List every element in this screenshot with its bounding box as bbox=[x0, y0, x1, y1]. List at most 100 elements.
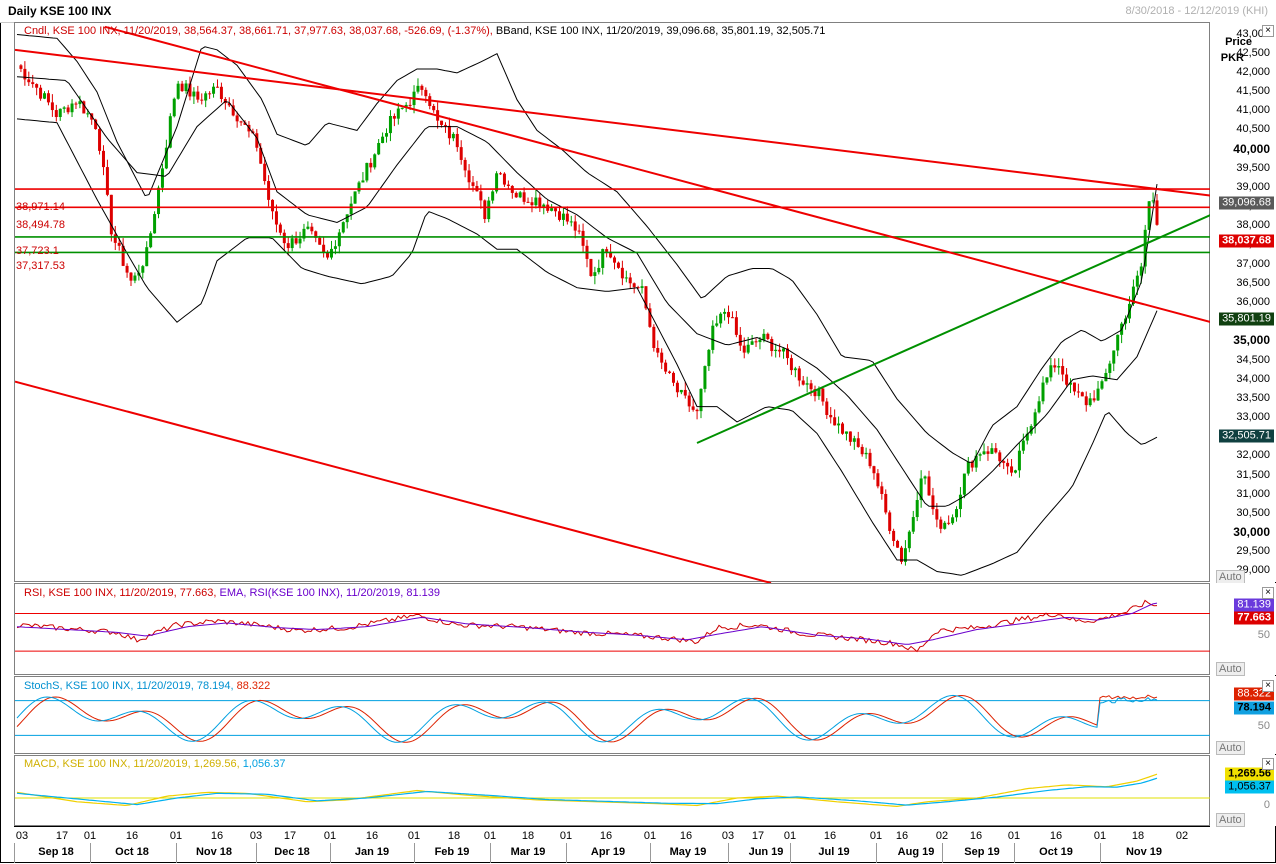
price-chart bbox=[15, 25, 1211, 583]
x-day-label: 16 bbox=[210, 830, 224, 842]
price-tick-label: 29,500 bbox=[1236, 545, 1270, 558]
candle-body bbox=[876, 473, 880, 487]
candle-body bbox=[1139, 266, 1143, 276]
rsi-value-label: 77.663 bbox=[1234, 611, 1274, 625]
candle-body bbox=[267, 181, 271, 200]
candle-body bbox=[341, 222, 345, 233]
macd-tick-0: 0 bbox=[1263, 799, 1270, 811]
candle-body bbox=[632, 283, 636, 288]
rsi-tick-50: 50 bbox=[1257, 629, 1270, 641]
candle-body bbox=[593, 272, 597, 276]
candle-body bbox=[856, 438, 860, 447]
candle-body bbox=[1092, 398, 1096, 401]
x-month-label: Oct 18 bbox=[115, 846, 149, 858]
candle-body bbox=[935, 509, 939, 520]
candle-body bbox=[1006, 462, 1010, 467]
trendline-lower-red bbox=[15, 380, 772, 583]
candle-body bbox=[821, 388, 825, 402]
price-tick-label: 40,000 bbox=[1233, 141, 1270, 156]
candle-body bbox=[927, 476, 931, 496]
candle-body bbox=[1088, 398, 1092, 406]
x-day-label: 16 bbox=[895, 830, 909, 842]
candle-body bbox=[204, 93, 208, 101]
x-month-separator bbox=[790, 843, 791, 863]
legend-rsi: RSI, KSE 100 INX, 11/20/2019, 77.663, bbox=[24, 587, 217, 599]
candle-body bbox=[1057, 366, 1061, 368]
candle-body bbox=[353, 191, 357, 204]
macd-close-icon[interactable]: × bbox=[1262, 758, 1274, 770]
candle-body bbox=[451, 133, 455, 139]
price-close-icon[interactable]: × bbox=[1262, 25, 1274, 37]
x-day-label: 02 bbox=[1175, 830, 1189, 842]
price-tick-label: 34,500 bbox=[1236, 353, 1270, 366]
candle-body bbox=[1100, 381, 1104, 389]
price-tick-label: 43,000 bbox=[1236, 27, 1270, 40]
level-label-3: 37,723.1 bbox=[16, 245, 59, 257]
candle-body bbox=[601, 249, 605, 268]
candle-body bbox=[271, 199, 275, 212]
candle-body bbox=[852, 438, 856, 442]
rsi-close-icon[interactable]: × bbox=[1262, 587, 1274, 599]
price-tick-label: 30,000 bbox=[1233, 525, 1270, 540]
candle-body bbox=[864, 452, 868, 455]
macd-chart bbox=[15, 773, 1211, 808]
x-month-label: Dec 18 bbox=[274, 846, 310, 858]
legend-stoch-k: StochS, KSE 100 INX, 11/20/2019, 78.194, bbox=[24, 680, 234, 692]
candle-body bbox=[125, 265, 129, 273]
price-tick-label: 39,000 bbox=[1236, 180, 1270, 193]
candle-body bbox=[314, 231, 318, 238]
candle-body bbox=[911, 517, 915, 532]
bb-upper-label: 39,096.68 bbox=[1219, 196, 1274, 210]
candle-body bbox=[848, 431, 852, 442]
candle-body bbox=[888, 512, 892, 531]
price-pane[interactable] bbox=[14, 22, 1211, 583]
rsi-pane[interactable] bbox=[14, 583, 1211, 675]
x-month-separator bbox=[650, 843, 651, 863]
candle-body bbox=[388, 116, 392, 134]
candle-body bbox=[176, 83, 180, 99]
macd-auto-button[interactable]: Auto bbox=[1216, 813, 1245, 827]
x-day-label: 01 bbox=[559, 830, 573, 842]
x-month-separator bbox=[176, 843, 177, 863]
candle-body bbox=[872, 466, 876, 474]
price-auto-button[interactable]: Auto bbox=[1216, 570, 1245, 584]
candle-body bbox=[825, 401, 829, 415]
x-day-label: 01 bbox=[323, 830, 337, 842]
candle-body bbox=[837, 423, 841, 426]
candle-body bbox=[896, 540, 900, 548]
stoch-auto-button[interactable]: Auto bbox=[1216, 741, 1245, 755]
stoch-pane[interactable] bbox=[14, 676, 1211, 754]
x-month-label: Nov 19 bbox=[1125, 846, 1163, 858]
candle-body bbox=[263, 163, 267, 182]
rsi-line bbox=[16, 599, 1158, 653]
rsi-axis: 81.139 77.663 50 bbox=[1210, 583, 1276, 675]
price-axis[interactable]: Price PKR 43,000 42,500 42,000 41,500 41,000… bbox=[1210, 22, 1276, 582]
x-axis[interactable]: 03 17 01 16 01 16 03 17 01 16 01 18 01 18 01 16 01 16 03 17… bbox=[14, 826, 1210, 864]
x-month-separator bbox=[414, 843, 415, 863]
candle-body bbox=[318, 237, 322, 245]
candle-body bbox=[1112, 350, 1116, 364]
macd-pane[interactable] bbox=[14, 755, 1211, 826]
candle-body bbox=[711, 325, 715, 350]
candle-body bbox=[1084, 396, 1088, 406]
candle-body bbox=[1131, 286, 1135, 304]
candle-body bbox=[565, 213, 569, 222]
x-month-label: Nov 18 bbox=[195, 846, 233, 858]
candle-body bbox=[782, 348, 786, 352]
stoch-k-line bbox=[16, 694, 1158, 743]
candle-body bbox=[117, 242, 121, 246]
candle-body bbox=[534, 197, 538, 206]
candle-body bbox=[962, 473, 966, 495]
candle-body bbox=[43, 93, 47, 99]
candle-body bbox=[294, 238, 298, 244]
stoch-close-icon[interactable]: × bbox=[1262, 680, 1274, 692]
axis-title-currency: PKR bbox=[1220, 52, 1244, 64]
candle-body bbox=[424, 89, 428, 97]
candle-body bbox=[805, 383, 809, 385]
rsi-auto-button[interactable]: Auto bbox=[1216, 662, 1245, 676]
rsi-legend: RSI, KSE 100 INX, 11/20/2019, 77.663, EM… bbox=[24, 587, 440, 599]
candle-body bbox=[581, 230, 585, 246]
level-label-4: 37,317.53 bbox=[16, 260, 65, 272]
candle-body bbox=[589, 258, 593, 276]
candle-body bbox=[974, 455, 978, 468]
